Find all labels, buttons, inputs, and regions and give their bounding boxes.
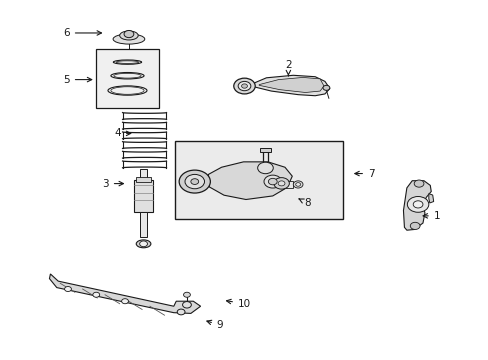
Bar — [140, 169, 147, 180]
Circle shape — [268, 178, 277, 185]
Circle shape — [238, 81, 250, 91]
Text: 5: 5 — [63, 75, 92, 85]
Circle shape — [412, 201, 422, 208]
Bar — [259, 148, 271, 152]
Circle shape — [140, 241, 147, 247]
Text: 2: 2 — [285, 60, 291, 76]
Circle shape — [241, 84, 247, 88]
Text: 7: 7 — [354, 168, 374, 179]
Circle shape — [264, 175, 281, 188]
Bar — [96, 49, 159, 108]
Text: 10: 10 — [226, 299, 250, 309]
Circle shape — [323, 85, 329, 90]
Text: 1: 1 — [422, 211, 440, 221]
Polygon shape — [49, 274, 200, 314]
Polygon shape — [259, 77, 324, 93]
Circle shape — [409, 222, 419, 229]
Circle shape — [278, 181, 285, 186]
Bar — [285, 181, 292, 188]
Ellipse shape — [120, 31, 138, 40]
Circle shape — [273, 177, 289, 189]
Polygon shape — [403, 181, 430, 230]
Circle shape — [182, 302, 191, 308]
Polygon shape — [428, 194, 433, 203]
Circle shape — [295, 183, 300, 186]
Text: 6: 6 — [63, 28, 102, 38]
Circle shape — [184, 174, 204, 189]
Text: 3: 3 — [102, 179, 123, 189]
Circle shape — [177, 309, 184, 315]
Circle shape — [407, 197, 428, 212]
Ellipse shape — [136, 240, 151, 248]
Ellipse shape — [113, 34, 144, 44]
Circle shape — [183, 292, 190, 297]
Bar — [134, 180, 153, 212]
Bar — [140, 212, 147, 237]
Circle shape — [64, 287, 71, 292]
Text: 8: 8 — [299, 198, 310, 208]
Polygon shape — [253, 75, 329, 96]
Circle shape — [233, 78, 255, 94]
Bar — [136, 177, 151, 182]
Circle shape — [179, 170, 210, 193]
Circle shape — [413, 180, 423, 187]
Circle shape — [124, 31, 134, 38]
Text: 9: 9 — [206, 320, 223, 330]
Circle shape — [93, 292, 100, 297]
Bar — [175, 140, 343, 220]
Text: 4: 4 — [114, 129, 130, 138]
Polygon shape — [208, 162, 292, 199]
Circle shape — [293, 181, 303, 188]
Circle shape — [122, 299, 128, 304]
Circle shape — [190, 179, 198, 184]
Circle shape — [257, 162, 273, 174]
